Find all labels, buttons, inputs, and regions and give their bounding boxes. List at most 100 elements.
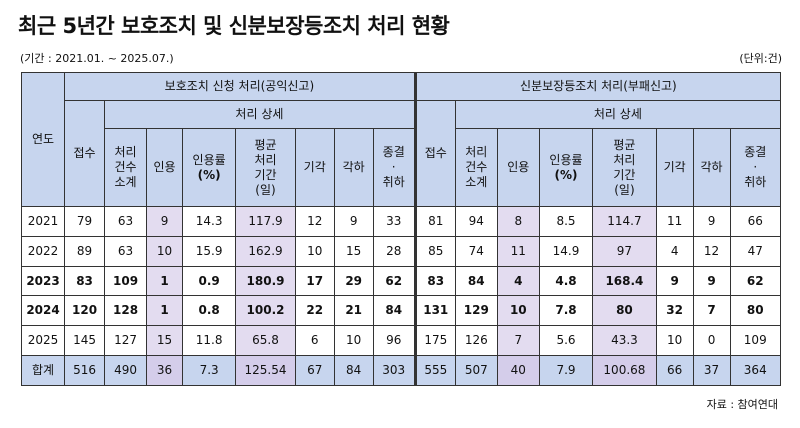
value-cell: 490 bbox=[104, 355, 148, 386]
value-cell: 109 bbox=[104, 265, 148, 297]
value-cell: 74 bbox=[454, 235, 498, 267]
rate-header: 인용률 (%) bbox=[181, 128, 237, 207]
value-cell: 10 bbox=[496, 295, 540, 327]
value-cell: 5.6 bbox=[538, 325, 594, 357]
value-cell: 33 bbox=[372, 206, 417, 237]
accepted-header: 인용 bbox=[146, 128, 183, 207]
value-cell: 9 bbox=[333, 206, 374, 237]
value-cell: 62 bbox=[372, 265, 417, 297]
total-header: 처리 건수 소계 bbox=[104, 128, 148, 207]
value-cell: 555 bbox=[414, 355, 456, 386]
value-cell: 1 bbox=[146, 295, 183, 327]
value-cell: 0 bbox=[692, 325, 731, 357]
value-cell: 84 bbox=[454, 265, 498, 297]
value-cell: 89 bbox=[64, 235, 106, 267]
value-cell: 83 bbox=[414, 265, 456, 297]
value-cell: 131 bbox=[414, 295, 456, 327]
dismissed-header: 각하 bbox=[692, 128, 731, 207]
status-table: 연도 보호조치 신청 처리(공익신고) 신분보장등조치 처리(부패신고) 접수 … bbox=[20, 72, 782, 386]
rejected-header: 기각 bbox=[655, 128, 694, 207]
page-title: 최근 5년간 보호조치 및 신분보장등조치 처리 현황 bbox=[18, 14, 450, 38]
value-cell: 83 bbox=[64, 265, 106, 297]
value-cell: 28 bbox=[372, 235, 417, 267]
header-line: 취하 bbox=[744, 175, 767, 189]
rate-header: 인용률 (%) bbox=[538, 128, 594, 207]
value-cell: 7.8 bbox=[538, 295, 594, 327]
value-cell: 32 bbox=[655, 295, 694, 327]
header-line: 처리 bbox=[114, 145, 137, 159]
value-cell: 109 bbox=[729, 325, 782, 357]
header-line: 건수 bbox=[114, 160, 137, 174]
value-cell: 97 bbox=[592, 235, 657, 267]
value-cell: 80 bbox=[592, 295, 657, 327]
value-cell: 117.9 bbox=[235, 206, 296, 237]
unit-note: (단위:건) bbox=[739, 52, 782, 65]
value-cell: 145 bbox=[64, 325, 106, 357]
header-line: (일) bbox=[614, 182, 635, 197]
value-cell: 17 bbox=[294, 265, 335, 297]
value-cell: 84 bbox=[333, 355, 374, 386]
header-line: 종결 bbox=[744, 145, 767, 159]
value-cell: 10 bbox=[655, 325, 694, 357]
value-cell: 8.5 bbox=[538, 206, 594, 237]
value-cell: 63 bbox=[104, 206, 148, 237]
value-cell: 128 bbox=[104, 295, 148, 327]
avg-days-header: 평균 처리 기간 (일) bbox=[592, 128, 657, 207]
header-line: (%) bbox=[554, 167, 578, 182]
header-line: (%) bbox=[197, 167, 221, 182]
detail-header: 처리 상세 bbox=[104, 100, 417, 129]
value-cell: 11 bbox=[496, 235, 540, 267]
table-row: 2025 145 127 15 11.8 65.8 6 10 96 175 126 7 5.6 43.3 1… bbox=[20, 325, 782, 357]
value-cell: 80 bbox=[729, 295, 782, 327]
value-cell: 67 bbox=[294, 355, 335, 386]
header-line: 기간 bbox=[613, 167, 636, 182]
accepted-header: 인용 bbox=[496, 128, 540, 207]
year-cell: 2023 bbox=[20, 265, 66, 297]
value-cell: 96 bbox=[372, 325, 417, 357]
group-header-corruption: 신분보장등조치 처리(부패신고) bbox=[414, 72, 782, 101]
value-cell: 21 bbox=[333, 295, 374, 327]
value-cell: 43.3 bbox=[592, 325, 657, 357]
ended-header: 종결 · 취하 bbox=[729, 128, 782, 207]
value-cell: 114.7 bbox=[592, 206, 657, 237]
header-line: 소계 bbox=[465, 175, 488, 189]
value-cell: 120 bbox=[64, 295, 106, 327]
header-line: 처리 bbox=[254, 152, 277, 167]
value-cell: 85 bbox=[414, 235, 456, 267]
dismissed-header: 각하 bbox=[333, 128, 374, 207]
value-cell: 81 bbox=[414, 206, 456, 237]
header-line: (일) bbox=[255, 182, 276, 197]
value-cell: 15.9 bbox=[181, 235, 237, 267]
value-cell: 364 bbox=[729, 355, 782, 386]
value-cell: 4 bbox=[655, 235, 694, 267]
total-header: 처리 건수 소계 bbox=[454, 128, 498, 207]
value-cell: 7.3 bbox=[181, 355, 237, 386]
value-cell: 65.8 bbox=[235, 325, 296, 357]
header-line: 기간 bbox=[254, 167, 277, 182]
value-cell: 180.9 bbox=[235, 265, 296, 297]
value-cell: 11.8 bbox=[181, 325, 237, 357]
value-cell: 29 bbox=[333, 265, 374, 297]
value-cell: 9 bbox=[146, 206, 183, 237]
value-cell: 4 bbox=[496, 265, 540, 297]
group-header-public-interest: 보호조치 신청 처리(공익신고) bbox=[64, 72, 417, 101]
table-row: 합계 516 490 36 7.3 125.54 67 84 303 555 507 40 7.9 100… bbox=[20, 355, 782, 386]
value-cell: 507 bbox=[454, 355, 498, 386]
value-cell: 6 bbox=[294, 325, 335, 357]
avg-days-header: 평균 처리 기간 (일) bbox=[235, 128, 296, 207]
header-line: 건수 bbox=[465, 160, 488, 174]
value-cell: 10 bbox=[146, 235, 183, 267]
value-cell: 14.9 bbox=[538, 235, 594, 267]
year-cell: 2024 bbox=[20, 295, 66, 327]
header-line: 인용률 bbox=[192, 152, 226, 167]
value-cell: 10 bbox=[294, 235, 335, 267]
value-cell: 7 bbox=[496, 325, 540, 357]
header-line: 평균 bbox=[254, 137, 277, 152]
value-cell: 62 bbox=[729, 265, 782, 297]
header-line: 소계 bbox=[114, 175, 137, 189]
table-row: 2024 120 128 1 0.8 100.2 22 21 84 131 129 10 7.8 80 32… bbox=[20, 295, 782, 327]
value-cell: 175 bbox=[414, 325, 456, 357]
value-cell: 126 bbox=[454, 325, 498, 357]
value-cell: 100.2 bbox=[235, 295, 296, 327]
header-line: 처리 bbox=[613, 152, 636, 167]
